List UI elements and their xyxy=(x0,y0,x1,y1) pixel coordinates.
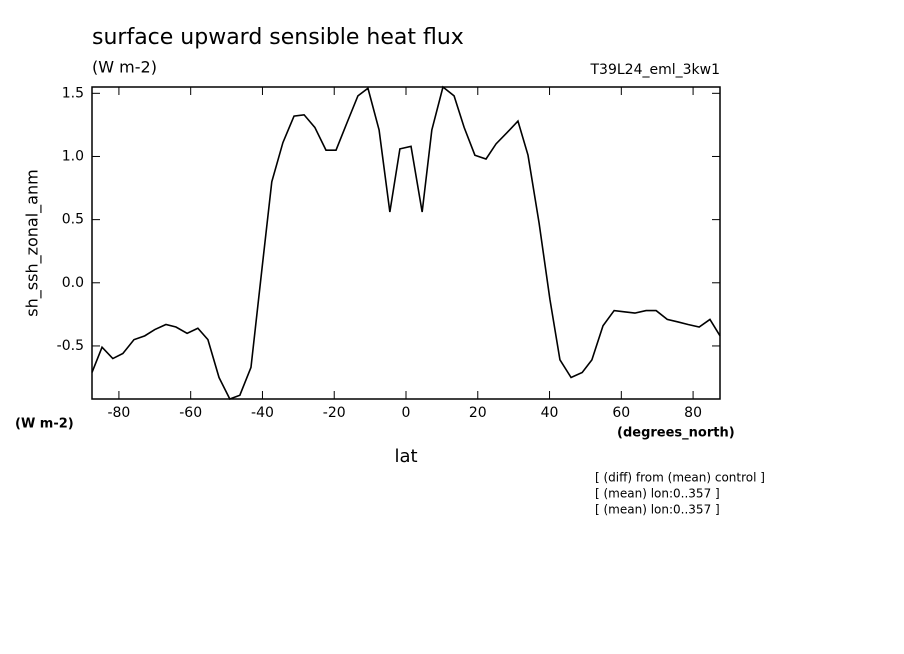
chart-title: surface upward sensible heat flux xyxy=(92,25,464,50)
x-tick-label: 40 xyxy=(541,405,559,421)
note: [ (mean) lon:0..357 ] xyxy=(595,503,720,517)
plot-frame xyxy=(91,86,721,400)
note: [ (mean) lon:0..357 ] xyxy=(595,487,720,501)
x-tick-label: -60 xyxy=(179,405,202,421)
x-axis-label: lat xyxy=(394,446,417,467)
y-tick-label: 1.5 xyxy=(62,85,84,101)
x-tick-label: -20 xyxy=(323,405,346,421)
y-tick-label: 1.0 xyxy=(62,148,84,164)
x-tick-label: 20 xyxy=(469,405,487,421)
x-units: (degrees_north) xyxy=(617,426,735,441)
note: [ (diff) from (mean) control ] xyxy=(595,471,765,485)
chart-subtitle: (W m-2) xyxy=(92,58,157,77)
x-tick-label: -80 xyxy=(107,405,130,421)
data-line xyxy=(91,85,721,401)
x-tick-label: 0 xyxy=(402,405,411,421)
y-tick-label: -0.5 xyxy=(57,338,84,354)
y-units: (W m-2) xyxy=(15,417,74,432)
x-tick-label: 60 xyxy=(612,405,630,421)
x-tick-label: -40 xyxy=(251,405,274,421)
y-axis-label: sh_ssh_zonal_anm xyxy=(23,169,43,316)
y-tick-label: 0.0 xyxy=(62,275,84,291)
y-tick-label: 0.5 xyxy=(62,212,84,228)
run-label: T39L24_eml_3kw1 xyxy=(590,62,721,78)
x-tick-label: 80 xyxy=(684,405,702,421)
